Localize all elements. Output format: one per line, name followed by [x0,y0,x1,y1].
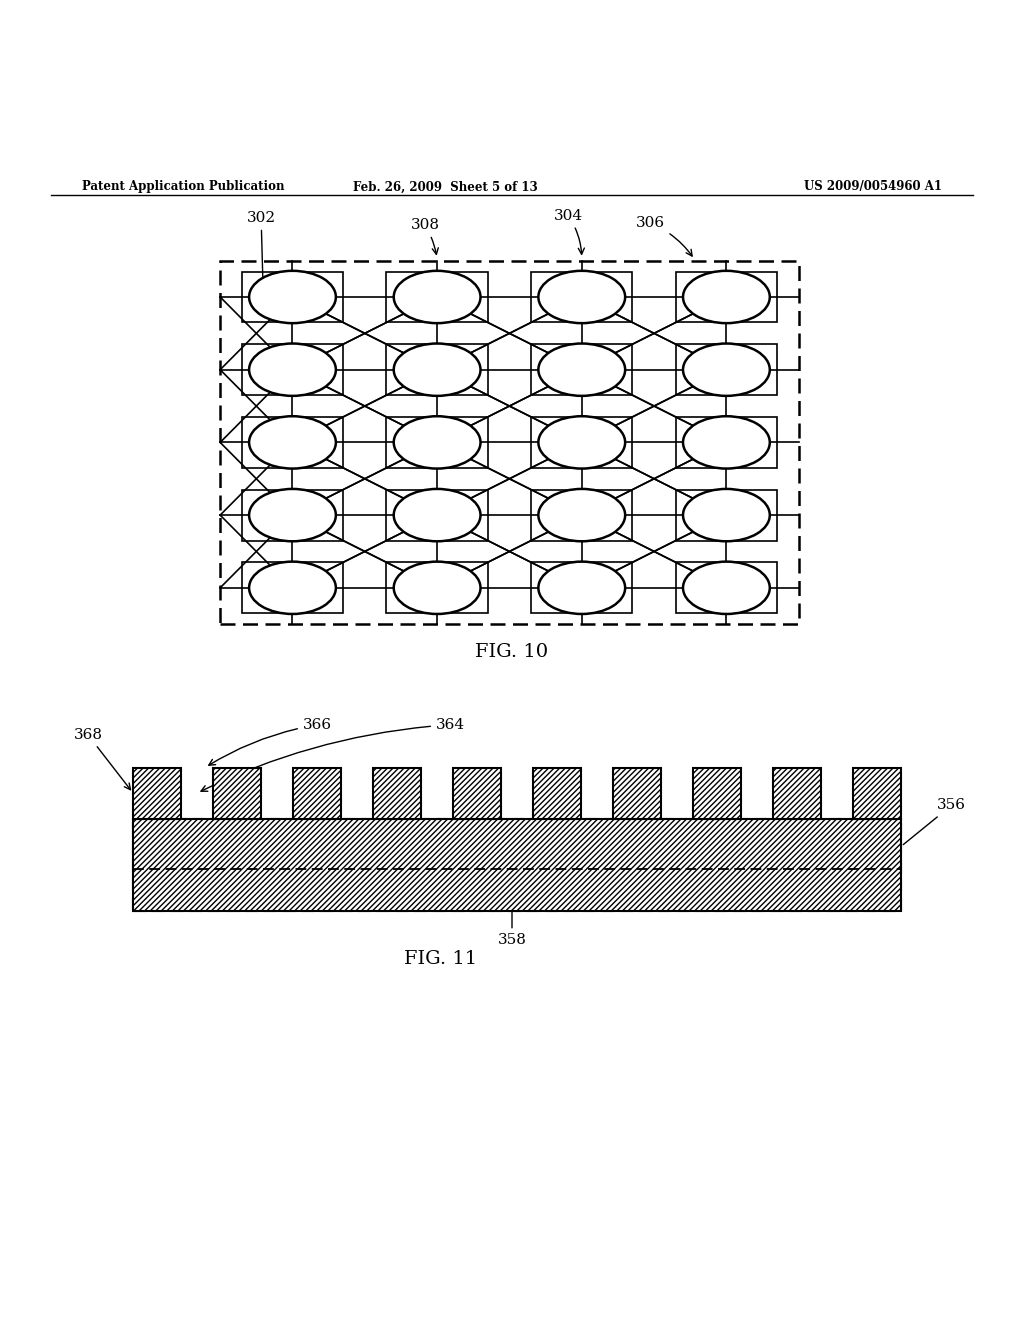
Text: 366: 366 [209,718,332,766]
Text: 308: 308 [411,218,439,255]
Bar [531,417,633,467]
Text: 306: 306 [636,216,692,256]
Bar [242,272,343,322]
Bar [531,490,633,541]
Text: FIG. 10: FIG. 10 [475,643,549,661]
Ellipse shape [683,271,770,323]
Text: 368: 368 [74,727,130,789]
Bar [242,417,343,467]
Ellipse shape [393,271,480,323]
Ellipse shape [249,488,336,541]
Bar [676,490,777,541]
Ellipse shape [539,343,625,396]
Bar [386,490,487,541]
Bar [133,818,901,911]
Ellipse shape [393,488,480,541]
Ellipse shape [249,343,336,396]
Ellipse shape [539,271,625,323]
Text: 356: 356 [903,799,966,845]
Ellipse shape [393,416,480,469]
Bar [242,345,343,395]
Bar [531,272,633,322]
Text: US 2009/0054960 A1: US 2009/0054960 A1 [804,181,942,194]
Bar [773,767,821,818]
Bar [133,818,901,911]
Text: 358: 358 [498,895,526,948]
Ellipse shape [539,488,625,541]
Bar [386,417,487,467]
Ellipse shape [539,416,625,469]
Text: 364: 364 [201,718,465,791]
Bar [453,767,501,818]
Bar [220,260,799,624]
Text: FIG. 11: FIG. 11 [403,950,477,968]
Bar [386,345,487,395]
Ellipse shape [539,561,625,614]
Ellipse shape [393,343,480,396]
Ellipse shape [393,561,480,614]
Bar [373,767,421,818]
Text: 304: 304 [554,209,585,255]
Bar [693,767,741,818]
Bar [853,767,901,818]
Text: Patent Application Publication: Patent Application Publication [82,181,285,194]
Bar [293,767,341,818]
Bar [613,767,662,818]
Bar [242,562,343,614]
Bar [534,767,582,818]
Bar [242,490,343,541]
Bar [386,272,487,322]
Bar [676,272,777,322]
Bar [531,345,633,395]
Bar [133,767,181,818]
Ellipse shape [683,343,770,396]
Text: 302: 302 [247,211,275,301]
Ellipse shape [249,271,336,323]
Bar [531,562,633,614]
Bar [676,562,777,614]
Bar [213,767,261,818]
Ellipse shape [683,488,770,541]
Ellipse shape [249,561,336,614]
Bar [386,562,487,614]
Ellipse shape [249,416,336,469]
Text: Feb. 26, 2009  Sheet 5 of 13: Feb. 26, 2009 Sheet 5 of 13 [353,181,538,194]
Bar [676,417,777,467]
Ellipse shape [683,561,770,614]
Bar [676,345,777,395]
Ellipse shape [683,416,770,469]
